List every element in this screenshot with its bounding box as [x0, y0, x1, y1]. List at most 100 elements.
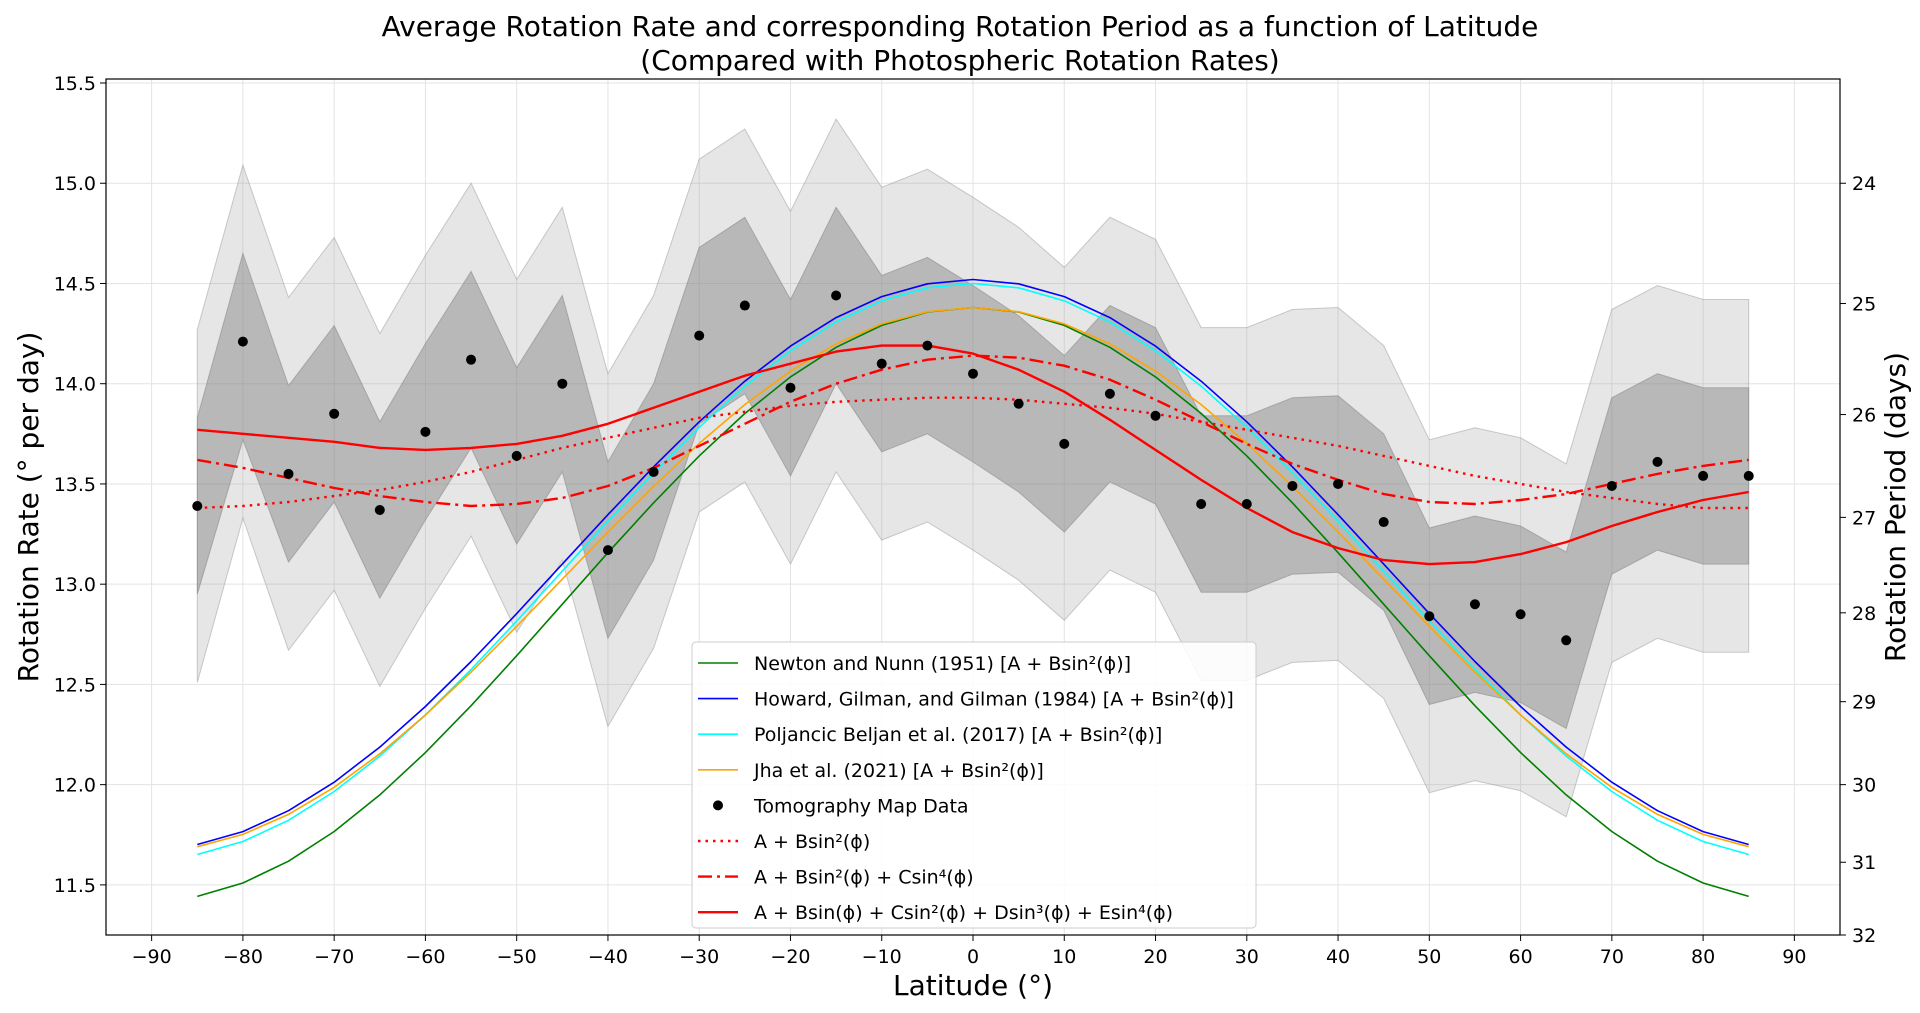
tomography-point	[648, 466, 659, 477]
x-tick-label: −60	[405, 946, 445, 968]
x-axis-label: Latitude (°)	[893, 969, 1053, 1002]
x-tick-label: −80	[223, 946, 263, 968]
y2-tick-label: 25	[1852, 294, 1876, 316]
chart-title-line-1: Average Rotation Rate and corresponding …	[382, 10, 1539, 43]
tomography-point	[1104, 388, 1115, 399]
x-tick-label: 30	[1235, 946, 1259, 968]
tomography-point	[1515, 609, 1526, 620]
legend: Newton and Nunn (1951) [A + Bsin²(ϕ)] How…	[691, 641, 1257, 929]
tomography-point	[739, 300, 750, 311]
tomography-point	[1287, 480, 1298, 491]
y-tick-label: 12.0	[54, 775, 96, 797]
tomography-point	[968, 368, 978, 379]
tomography-point	[1241, 498, 1252, 509]
legend-swatch	[713, 800, 723, 811]
tomography-point	[785, 382, 796, 393]
tomography-point	[1150, 410, 1161, 421]
fit-curves	[197, 278, 1749, 898]
tomography-point	[1652, 456, 1663, 467]
x-tick-label: −20	[770, 946, 810, 968]
legend-label: Tomography Map Data	[753, 795, 969, 817]
y-tick-label: 15.5	[54, 73, 96, 95]
legend-label: Newton and Nunn (1951) [A + Bsin²(ϕ)]	[754, 653, 1131, 675]
y-tick-label: 12.5	[54, 674, 96, 696]
y2-tick-label: 30	[1852, 775, 1876, 797]
tomography-point	[1743, 470, 1754, 481]
x-tick-label: −40	[588, 946, 628, 968]
series-line-3	[197, 282, 1749, 856]
y-tick-label: 14.5	[54, 273, 96, 295]
y-axis-ticks: 11.5 12.0 12.5 13.0 13.5 14.0 14.5 15.0 15.5	[54, 73, 106, 897]
tomography-point	[374, 505, 385, 516]
tomography-point	[1606, 480, 1617, 491]
tomography-point	[557, 378, 568, 389]
x-axis-ticks: −90 −80 −70 −60 −50 −40 −30 −20 −10 0 10 20 30 40 50 60…	[132, 935, 1806, 968]
y2-tick-label: 26	[1852, 405, 1876, 427]
x-tick-label: 10	[1052, 946, 1076, 968]
y-tick-label: 15.0	[54, 173, 96, 195]
y-tick-label: 11.5	[54, 875, 96, 897]
x-tick-label: −10	[862, 946, 902, 968]
legend-label: A + Bsin²(ϕ)	[754, 831, 870, 853]
x-tick-label: 40	[1326, 946, 1350, 968]
legend-label: Jha et al. (2021) [A + Bsin²(ϕ)]	[753, 760, 1044, 782]
tomography-points	[192, 290, 1754, 646]
tomography-point	[329, 408, 340, 419]
uncertainty-bands	[196, 118, 1750, 818]
y-tick-label: 14.0	[54, 374, 96, 396]
x-tick-label: 80	[1691, 946, 1715, 968]
tomography-point	[466, 354, 477, 365]
y-tick-label: 13.0	[54, 574, 96, 596]
x-tick-label: 90	[1782, 946, 1806, 968]
y2-axis-ticks: 24 25 26 27 28 29 30 31 32	[1840, 173, 1876, 947]
tomography-point	[876, 358, 887, 369]
tomography-point	[1013, 398, 1024, 409]
legend-label: Howard, Gilman, and Gilman (1984) [A + B…	[754, 689, 1234, 711]
tomography-point	[602, 545, 613, 556]
legend-box	[691, 641, 1257, 929]
tomography-point	[1698, 470, 1709, 481]
tomography-point	[1378, 517, 1389, 528]
x-tick-label: 50	[1417, 946, 1441, 968]
tomography-point	[1561, 635, 1572, 646]
y2-tick-label: 29	[1852, 692, 1876, 714]
chart-title-line-2: (Compared with Photospheric Rotation Rat…	[640, 44, 1279, 77]
x-tick-label: −30	[679, 946, 719, 968]
x-tick-label: 60	[1508, 946, 1532, 968]
series-line-6	[197, 354, 1749, 508]
series-line-7	[197, 344, 1749, 566]
x-tick-label: 70	[1600, 946, 1624, 968]
tomography-point	[694, 330, 705, 341]
tomography-point	[511, 450, 522, 461]
y-tick-label: 13.5	[54, 474, 96, 496]
legend-label: A + Bsin(ϕ) + Csin²(ϕ) + Dsin³(ϕ) + Esin…	[754, 902, 1173, 924]
x-tick-label: −70	[314, 946, 354, 968]
y2-tick-label: 31	[1852, 852, 1876, 874]
x-tick-label: 0	[967, 946, 979, 968]
tomography-point	[1196, 498, 1207, 509]
tomography-point	[1333, 478, 1344, 489]
tomography-point	[1469, 599, 1480, 610]
band-2-sigma	[196, 118, 1750, 818]
tomography-point	[1424, 611, 1435, 622]
tomography-point	[192, 500, 203, 511]
band-1-sigma	[196, 206, 1750, 730]
legend-label: Poljancic Beljan et al. (2017) [A + Bsin…	[754, 724, 1162, 746]
tomography-point	[1059, 438, 1070, 449]
y-axis-label: Rotation Rate (° per day)	[12, 332, 45, 683]
tomography-point	[420, 426, 431, 437]
x-tick-label: −90	[132, 946, 172, 968]
tomography-point	[922, 340, 933, 351]
x-tick-label: −50	[497, 946, 537, 968]
tomography-point	[831, 290, 842, 301]
y2-tick-label: 27	[1852, 507, 1876, 529]
y2-tick-label: 24	[1852, 173, 1876, 195]
y2-axis-label: Rotation Period (days)	[1879, 352, 1912, 662]
series-line-4	[197, 306, 1749, 848]
tomography-point	[237, 336, 248, 347]
y2-tick-label: 32	[1852, 925, 1876, 947]
y2-tick-label: 28	[1852, 603, 1876, 625]
legend-label: A + Bsin²(ϕ) + Csin⁴(ϕ)	[754, 867, 974, 889]
series-line-2	[197, 278, 1749, 846]
